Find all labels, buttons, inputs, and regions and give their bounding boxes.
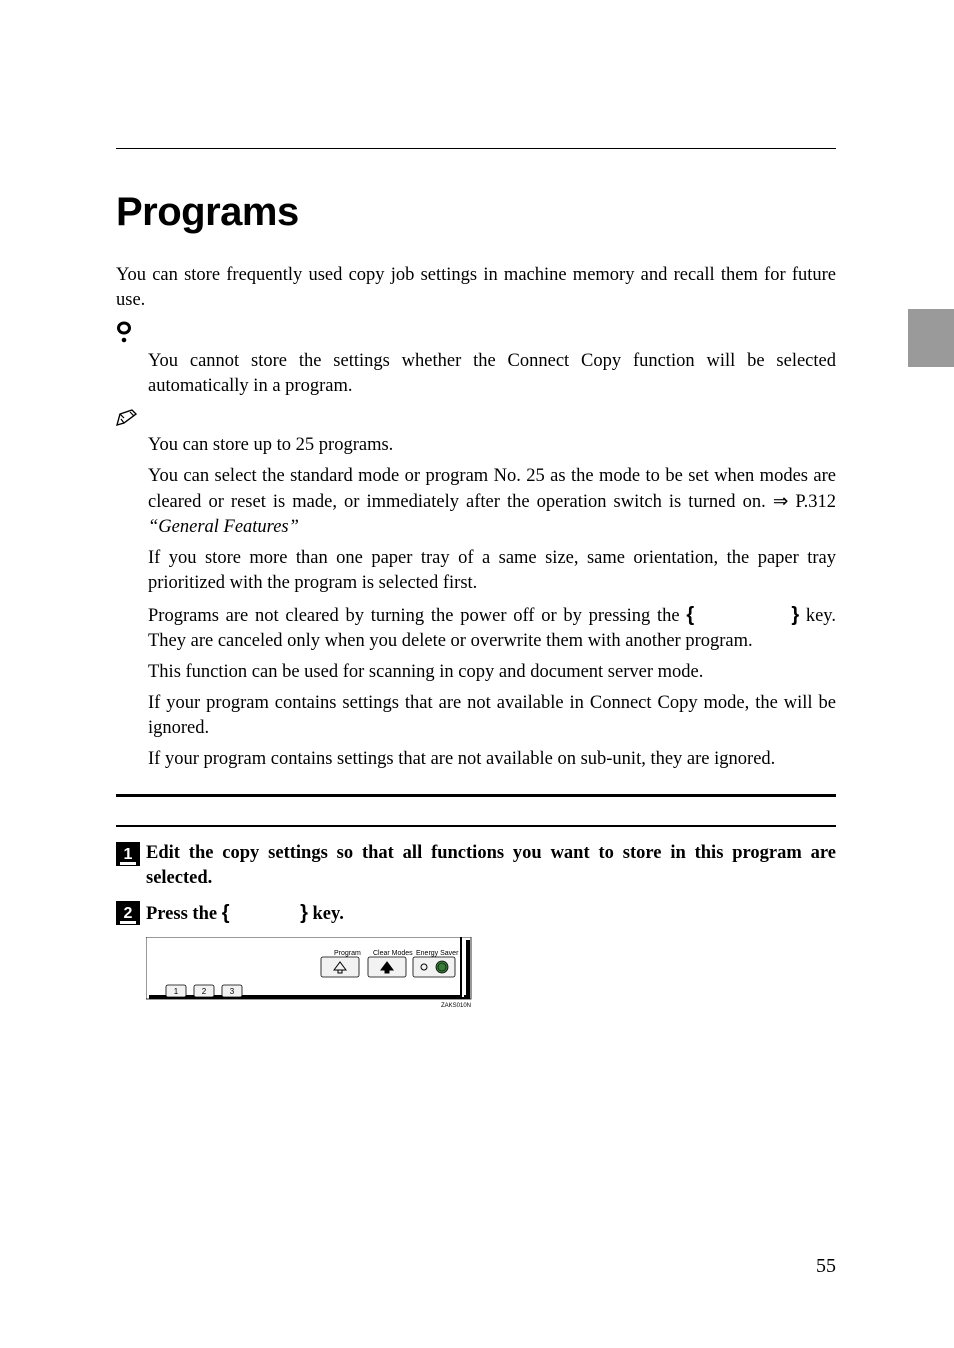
header-rule (116, 148, 836, 149)
note-item-5: If your program contains settings that a… (116, 691, 836, 741)
section-separator-1 (116, 794, 836, 797)
note-icon (116, 409, 836, 427)
step-2-pre: Press the (146, 904, 222, 924)
intro-paragraph: You can store frequently used copy job s… (116, 263, 836, 313)
step-number-1-icon: 1 (116, 842, 140, 866)
step-2-post: key. (308, 904, 344, 924)
svg-text:1: 1 (124, 846, 133, 863)
panel-label-program: Program (334, 950, 361, 957)
note-item-2: If you store more than one paper tray of… (116, 546, 836, 596)
limitation-item: You cannot store the settings whether th… (116, 349, 836, 399)
note-3-bracket-open: { (686, 604, 694, 626)
note-item-3: Programs are not cleared by turning the … (116, 602, 836, 654)
page-number: 55 (816, 1255, 836, 1278)
note-3-bracket-close: } (791, 604, 799, 626)
step-2-bracket-close: } (300, 902, 308, 924)
page-content: Programs You can store frequently used c… (116, 190, 836, 1014)
panel-label-clear: Clear Modes (373, 950, 413, 957)
note-1-arrow: ⇒ (773, 490, 789, 511)
control-panel-illustration: 1 2 3 Program Clear Modes Energy Saver Z… (146, 937, 836, 1014)
step-2-text: Press the {Program} key. (146, 900, 836, 927)
page-title: Programs (116, 190, 836, 235)
note-item-1: You can select the standard mode or prog… (116, 464, 836, 540)
note-1-ital: “General Features” (148, 517, 299, 537)
step-1: 1 Edit the copy settings so that all fun… (116, 841, 836, 891)
note-item-4: This function can be used for scanning i… (116, 660, 836, 685)
panel-label-energy: Energy Saver (416, 950, 459, 957)
section-separator-2 (116, 825, 836, 827)
note-item-6: If your program contains settings that a… (116, 747, 836, 772)
svg-text:1: 1 (174, 987, 179, 996)
section-tab (908, 309, 954, 367)
note-3-pre: Programs are not cleared by turning the … (148, 606, 686, 626)
step-1-text: Edit the copy settings so that all funct… (146, 841, 836, 891)
step-number-2-icon: 2 (116, 901, 140, 925)
svg-text:3: 3 (230, 987, 235, 996)
panel-caption: ZAKS010N (441, 1003, 471, 1009)
svg-text:2: 2 (202, 987, 207, 996)
svg-text:2: 2 (124, 905, 133, 922)
note-item-0: You can store up to 25 programs. (116, 433, 836, 458)
limitation-icon (116, 321, 836, 343)
note-1-page: P.312 (788, 492, 836, 512)
step-2: 2 Press the {Program} key. (116, 900, 836, 927)
step-2-bracket-open: { (222, 902, 230, 924)
note-1-pre: You can select the standard mode or prog… (148, 466, 836, 512)
